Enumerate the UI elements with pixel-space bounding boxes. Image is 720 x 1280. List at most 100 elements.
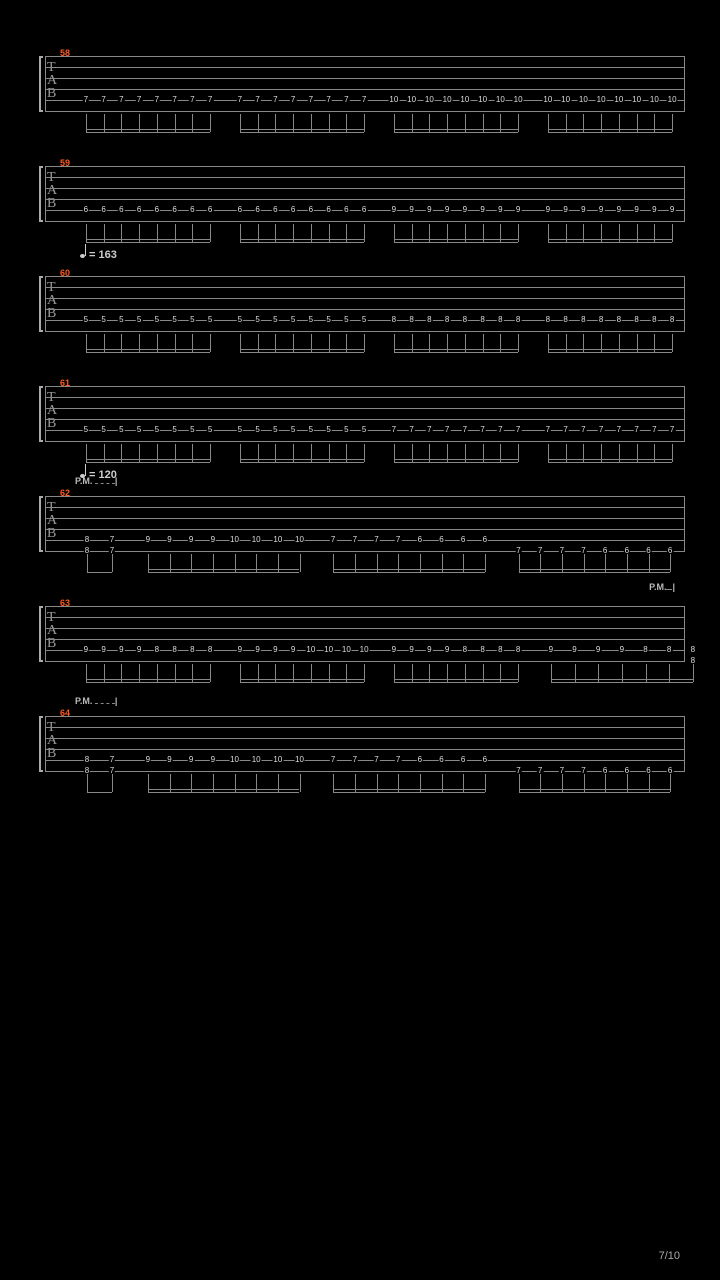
fret-number: 9 — [188, 536, 194, 544]
fret-number: 10 — [323, 646, 334, 654]
fret-number: 9 — [616, 206, 622, 214]
fret-number: 10 — [305, 646, 316, 654]
fret-number: 7 — [325, 96, 331, 104]
fret-number: 9 — [619, 646, 625, 654]
beam-group — [45, 452, 685, 472]
beam-group — [45, 232, 685, 252]
fret-number: 5 — [136, 426, 142, 434]
fret-number: 10 — [294, 756, 305, 764]
tab-staff: TAB88779999101010107777666677776666 — [45, 710, 685, 772]
fret-number: 9 — [669, 206, 675, 214]
fret-number: 8 — [497, 316, 503, 324]
fret-number: 7 — [562, 426, 568, 434]
fret-number: 7 — [395, 536, 401, 544]
fret-number: 6 — [83, 206, 89, 214]
fret-number: 10 — [596, 96, 607, 104]
fret-number: 7 — [497, 426, 503, 434]
fret-number: 7 — [308, 96, 314, 104]
fret-number: 9 — [391, 646, 397, 654]
fret-number: 7 — [100, 96, 106, 104]
fret-number: 10 — [272, 536, 283, 544]
fret-number: 8 — [545, 316, 551, 324]
fret-number: 8 — [391, 316, 397, 324]
fret-number: 7 — [118, 96, 124, 104]
tab-staff: TAB55555555555555558888888888888888 — [45, 270, 685, 332]
tab-page: 58TAB77777777777777771010101010101010101… — [0, 0, 720, 772]
fret-number: 8 — [651, 316, 657, 324]
fret-number: 5 — [325, 426, 331, 434]
fret-number: 7 — [272, 96, 278, 104]
fret-number: 10 — [424, 96, 435, 104]
fret-number: 5 — [189, 316, 195, 324]
measure-61: 61TAB55555555555555557777777777777777 — [45, 380, 675, 442]
fret-number: 8 — [444, 316, 450, 324]
fret-number: 7 — [395, 756, 401, 764]
fret-number: 9 — [391, 206, 397, 214]
fret-number: 7 — [171, 96, 177, 104]
fret-number: 8 — [189, 646, 195, 654]
fret-number: 5 — [171, 426, 177, 434]
fret-number: 9 — [254, 646, 260, 654]
fret-number: 5 — [325, 316, 331, 324]
fret-number: 10 — [477, 96, 488, 104]
fret-number: 6 — [171, 206, 177, 214]
fret-number: 5 — [100, 426, 106, 434]
fret-number: 7 — [598, 426, 604, 434]
fret-number: 6 — [417, 536, 423, 544]
fret-number: 7 — [515, 426, 521, 434]
fret-number: 7 — [290, 96, 296, 104]
fret-number: 5 — [272, 316, 278, 324]
fret-number: 7 — [154, 96, 160, 104]
fret-number: 7 — [237, 96, 243, 104]
palm-mute-label: P.M. | — [75, 696, 117, 706]
fret-number: 7 — [109, 756, 115, 764]
fret-number: 10 — [560, 96, 571, 104]
fret-number: 8 — [84, 536, 90, 544]
fret-number: 5 — [308, 426, 314, 434]
fret-number: 8 — [154, 646, 160, 654]
fret-number: 8 — [562, 316, 568, 324]
fret-number: 9 — [83, 646, 89, 654]
fret-number: 7 — [352, 536, 358, 544]
fret-number: 6 — [207, 206, 213, 214]
fret-number: 7 — [408, 426, 414, 434]
fret-number: 8 — [207, 646, 213, 654]
fret-number: 10 — [667, 96, 678, 104]
fret-number: 9 — [210, 536, 216, 544]
fret-number: 9 — [408, 206, 414, 214]
fret-number: 9 — [408, 646, 414, 654]
fret-number: 10 — [359, 646, 370, 654]
fret-number: 9 — [290, 646, 296, 654]
fret-number: 10 — [459, 96, 470, 104]
fret-number: 8 — [462, 316, 468, 324]
fret-number: 5 — [207, 426, 213, 434]
fret-number: 7 — [651, 426, 657, 434]
fret-number: 6 — [237, 206, 243, 214]
fret-number: 7 — [426, 426, 432, 434]
fret-number: 10 — [251, 756, 262, 764]
fret-number: 9 — [598, 206, 604, 214]
fret-number: 10 — [272, 756, 283, 764]
beam-group — [45, 122, 685, 142]
fret-number: 9 — [479, 206, 485, 214]
fret-number: 7 — [633, 426, 639, 434]
fret-number: 5 — [343, 426, 349, 434]
fret-number: 7 — [545, 426, 551, 434]
fret-number: 10 — [542, 96, 553, 104]
tab-staff: TAB88779999101010107777666677776666 — [45, 490, 685, 552]
fret-number: 7 — [616, 426, 622, 434]
fret-number: 9 — [571, 646, 577, 654]
fret-number: 7 — [343, 96, 349, 104]
fret-number: 10 — [229, 756, 240, 764]
fret-number: 10 — [294, 536, 305, 544]
fret-number: 7 — [83, 96, 89, 104]
fret-number: 7 — [391, 426, 397, 434]
fret-number: 10 — [229, 536, 240, 544]
fret-number: 8 — [171, 646, 177, 654]
fret-number: 7 — [373, 536, 379, 544]
fret-number: 10 — [613, 96, 624, 104]
fret-number: 7 — [207, 96, 213, 104]
fret-number: 9 — [651, 206, 657, 214]
fret-number: 5 — [83, 426, 89, 434]
fret-number: 9 — [166, 756, 172, 764]
